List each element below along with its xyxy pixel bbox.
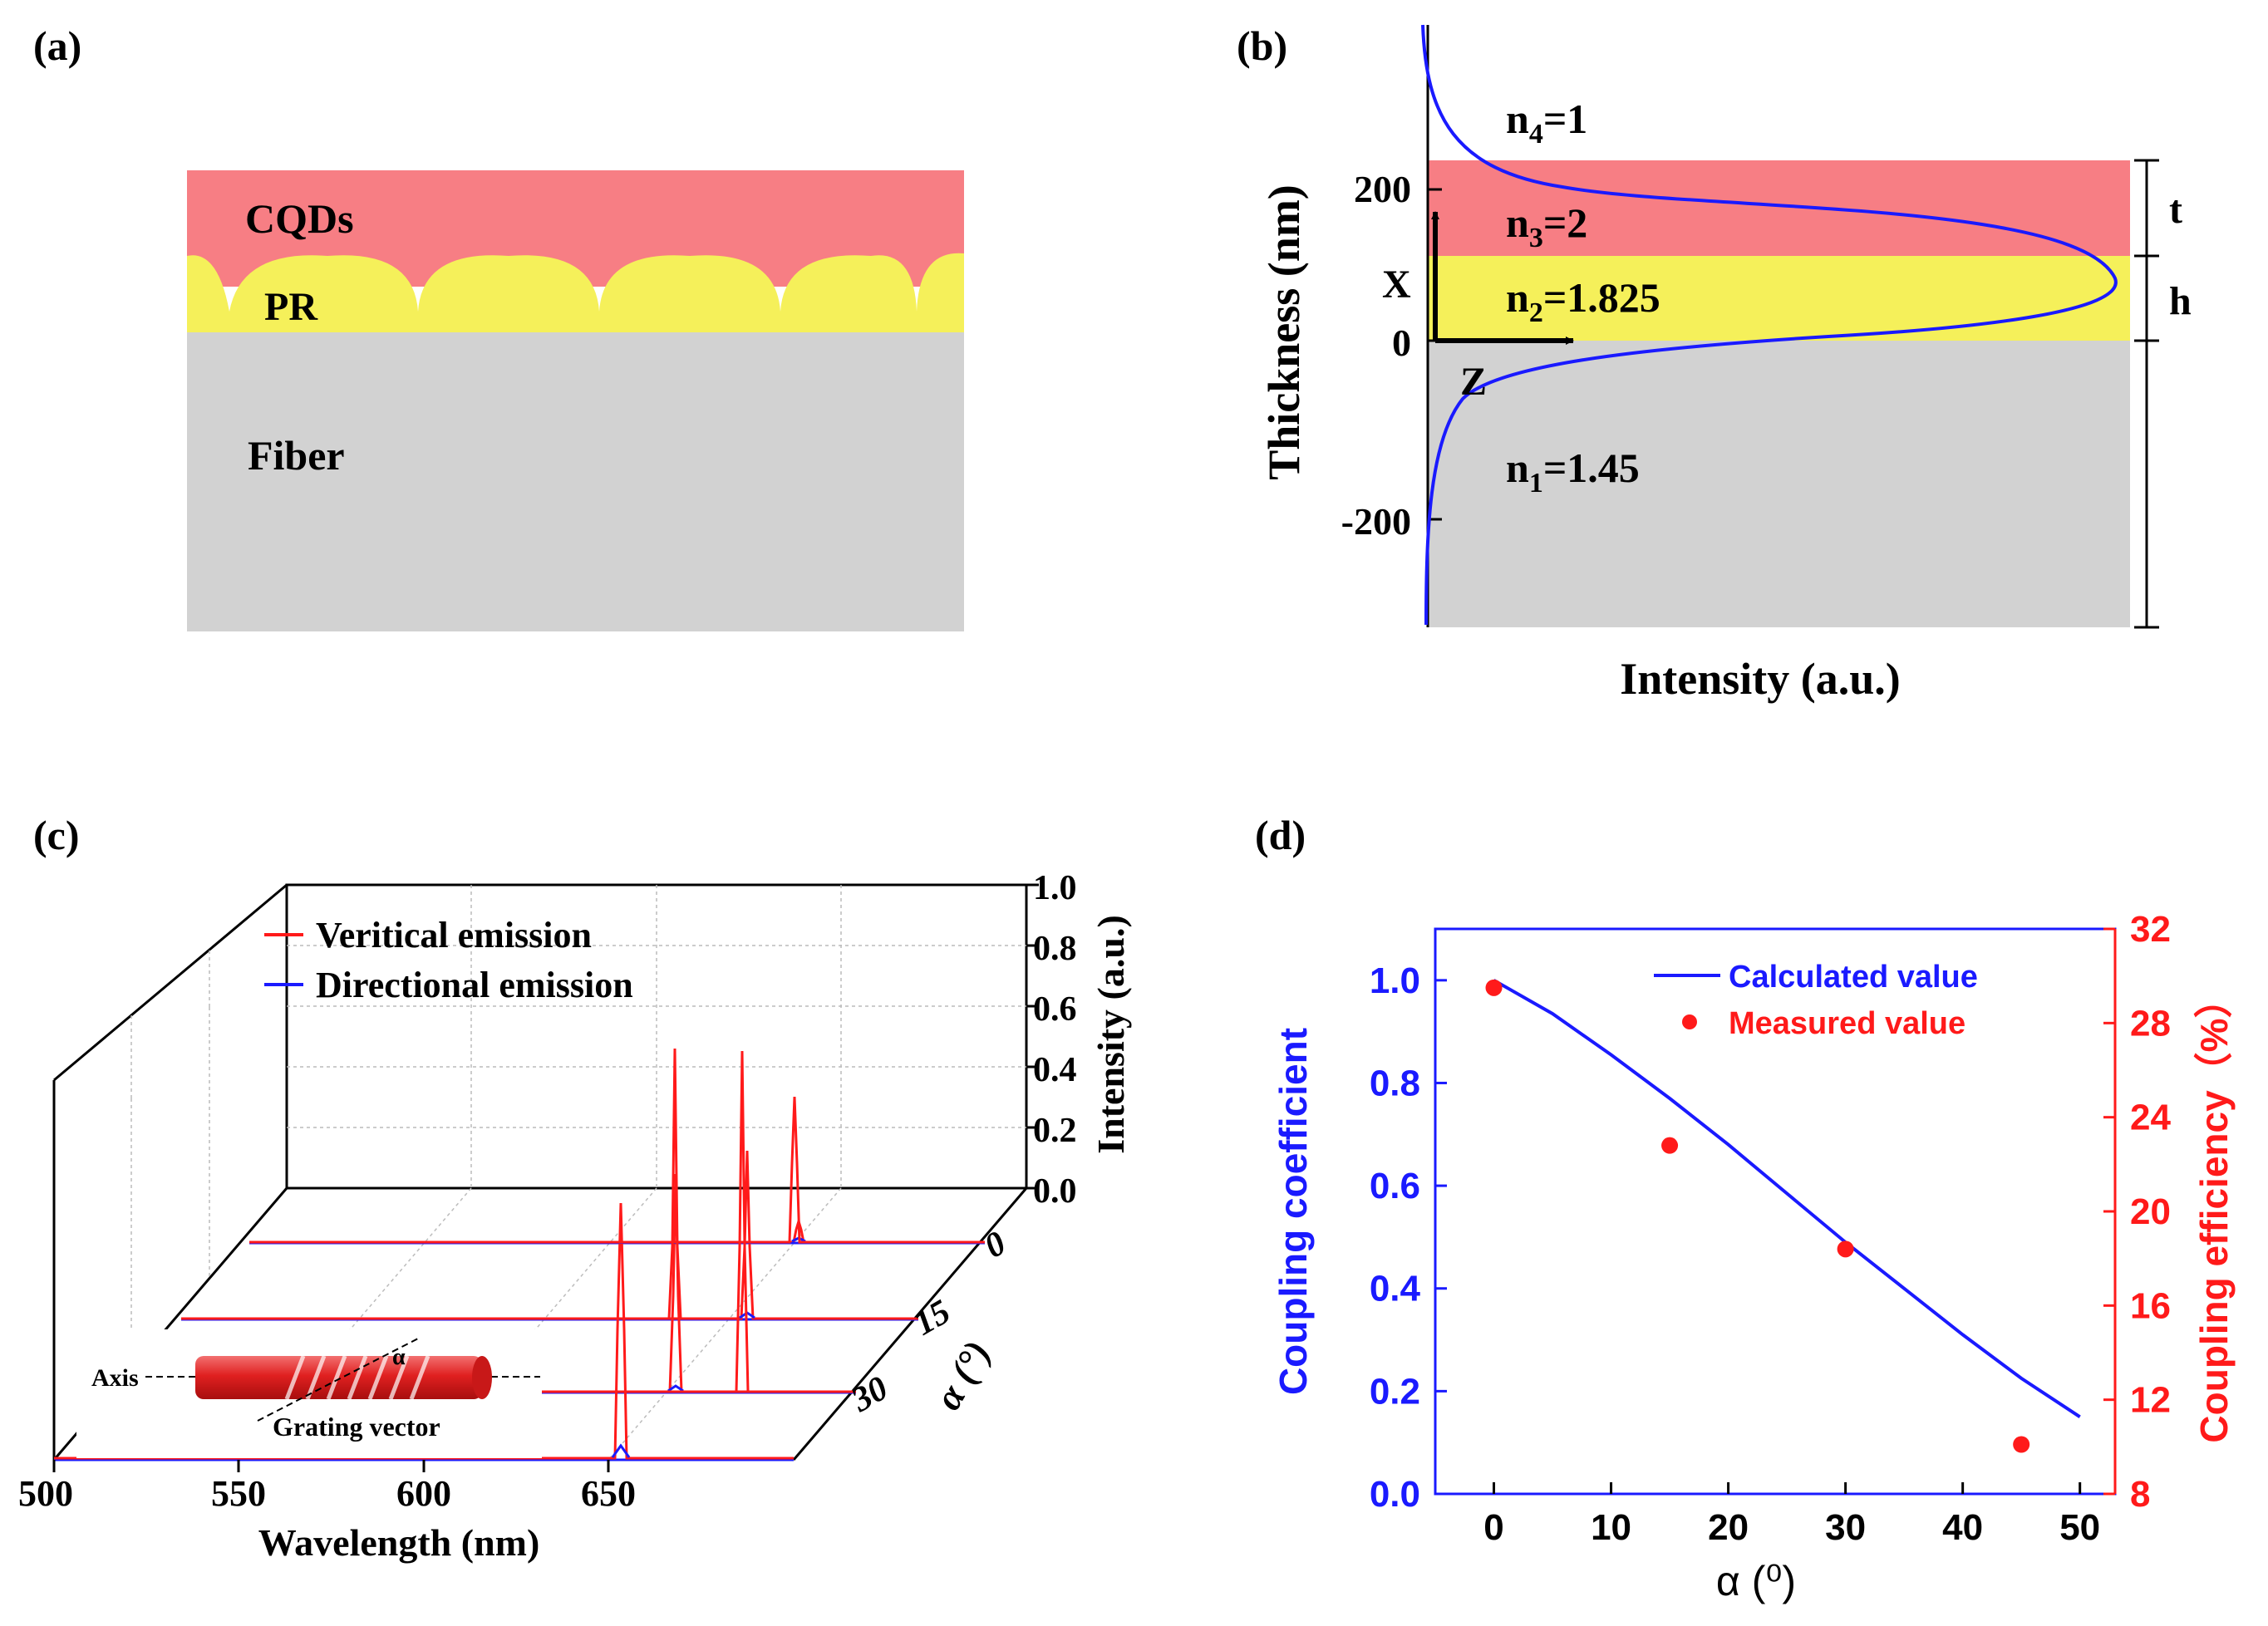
y2-tick-label-d: 20 bbox=[2130, 1191, 2171, 1232]
axis-label-z: Z bbox=[1460, 360, 1487, 404]
y-tick-label-d: 1.0 bbox=[1370, 960, 1420, 1001]
dim-label-t: t bbox=[2169, 188, 2182, 232]
y-tick-label-c: 0 bbox=[978, 1224, 1012, 1265]
tick-label-200: 200 bbox=[1354, 168, 1411, 210]
legend-c: Veritical emission Directional emission bbox=[264, 915, 633, 1005]
panel-d: (d) 0 10 20 30 40 50 0.0 0.2 0.4 0.6 0.8 1.0 8 12 16… bbox=[1255, 812, 2236, 1604]
y-tick-label-d: 0.0 bbox=[1370, 1474, 1420, 1515]
spectrum-row-1 bbox=[249, 1216, 985, 1245]
y-ticks-right-d: 8 12 16 20 24 28 32 bbox=[2103, 909, 2171, 1515]
y-tick-label-c: 15 bbox=[908, 1293, 957, 1344]
panel-a: (a) CQDs PR Fiber bbox=[33, 22, 964, 631]
dimension-bars bbox=[2134, 159, 2159, 629]
y2-axis-label-d: Coupling efficiency（%） bbox=[2192, 980, 2236, 1442]
legend-marker-measured bbox=[1682, 1014, 1697, 1029]
layer-label-pr: PR bbox=[264, 285, 318, 329]
inset-fiber: Axis α Grating vector bbox=[76, 1329, 542, 1458]
y-axis-label-d: Coupling coefficient bbox=[1272, 1028, 1315, 1395]
y-tick-label-d: 0.6 bbox=[1370, 1166, 1420, 1206]
inset-alpha-label: α bbox=[392, 1344, 406, 1370]
panel-c: (c) Veritical e bbox=[18, 812, 1132, 1564]
grid-lines bbox=[130, 885, 1026, 1461]
y2-tick-label-d: 32 bbox=[2130, 909, 2171, 950]
x-tick-label-d: 50 bbox=[2059, 1507, 2100, 1548]
y2-tick-label-d: 28 bbox=[2130, 1003, 2171, 1044]
inset-axis-label: Axis bbox=[91, 1364, 139, 1392]
spectrum-row-5 bbox=[249, 1096, 985, 1244]
z-tick-label: 0.2 bbox=[1033, 1112, 1077, 1150]
panel-label-a: (a) bbox=[33, 22, 81, 69]
y-tick-label-c: 30 bbox=[844, 1369, 894, 1420]
z-ticks bbox=[1026, 883, 1039, 1190]
z-tick-label: 0.6 bbox=[1033, 990, 1077, 1029]
legend-d: Calculated value Measured value bbox=[1654, 960, 1978, 1041]
index-n1: n1=1.45 bbox=[1506, 445, 1640, 499]
calculated-value-line bbox=[1493, 979, 2081, 1418]
z-tick-label: 1.0 bbox=[1033, 869, 1077, 907]
layer-label-fiber: Fiber bbox=[248, 432, 345, 479]
x-tick-label-d: 10 bbox=[1591, 1507, 1631, 1548]
x-tick-label-c: 550 bbox=[211, 1473, 266, 1514]
y-tick-label-d: 0.2 bbox=[1370, 1371, 1420, 1412]
z-tick-label: 0.4 bbox=[1033, 1051, 1077, 1089]
measured-point bbox=[2013, 1436, 2030, 1453]
x-axis-label-d: α (⁰) bbox=[1716, 1558, 1796, 1604]
index-n4: n4=1 bbox=[1506, 96, 1587, 150]
z-tick-label: 0.8 bbox=[1033, 930, 1077, 968]
panel-label-c: (c) bbox=[33, 812, 80, 858]
tick-label-0: 0 bbox=[1392, 322, 1411, 364]
tick-label-m200: -200 bbox=[1341, 500, 1411, 543]
axis-label-x: X bbox=[1382, 263, 1411, 307]
z-tick-label: 0.0 bbox=[1033, 1172, 1077, 1211]
spectrum-row-6 bbox=[181, 1048, 682, 1320]
n2-layer bbox=[1428, 256, 2130, 341]
panel-b: (b) 200 0 -200 Thickness (nm) Intensity … bbox=[1237, 22, 2192, 704]
z-axis-label: Intensity (a.u.) bbox=[1090, 915, 1132, 1154]
measured-point bbox=[1485, 979, 1503, 996]
layer-label-cqds: CQDs bbox=[245, 195, 354, 242]
n3-layer bbox=[1428, 160, 2130, 256]
index-n3: n3=2 bbox=[1506, 199, 1587, 253]
x-ticks-d: 0 10 20 30 40 50 bbox=[1483, 1482, 2100, 1548]
dim-label-h: h bbox=[2169, 279, 2192, 323]
y-ticks-left-d: 0.0 0.2 0.4 0.6 0.8 1.0 bbox=[1370, 960, 1447, 1515]
fiber-layer bbox=[187, 328, 964, 631]
index-n2: n2=1.825 bbox=[1506, 274, 1660, 328]
x-tick-label-d: 30 bbox=[1825, 1507, 1866, 1548]
n1-layer bbox=[1428, 341, 2130, 627]
x-tick-label-d: 40 bbox=[1942, 1507, 1983, 1548]
x-ticks-c bbox=[52, 1460, 610, 1472]
y2-tick-label-d: 12 bbox=[2130, 1380, 2171, 1421]
x-tick-label-d: 0 bbox=[1483, 1507, 1503, 1548]
y2-tick-label-d: 16 bbox=[2130, 1285, 2171, 1326]
y-tick-label-d: 0.8 bbox=[1370, 1063, 1420, 1103]
inset-grating-label: Grating vector bbox=[273, 1412, 440, 1442]
legend-directional: Directional emission bbox=[316, 965, 633, 1005]
x-tick-label-c: 600 bbox=[396, 1473, 451, 1514]
x-axis-label-b: Intensity (a.u.) bbox=[1620, 654, 1901, 704]
panel-label-d: (d) bbox=[1255, 812, 1306, 858]
measured-points bbox=[1485, 979, 2030, 1453]
legend-calculated: Calculated value bbox=[1729, 960, 1978, 995]
legend-vertical: Veritical emission bbox=[316, 915, 592, 955]
measured-point bbox=[1837, 1240, 1854, 1258]
x-tick-label-c: 500 bbox=[18, 1473, 73, 1514]
mode-profile-curve bbox=[1421, 24, 2118, 626]
y-tick-label-d: 0.4 bbox=[1370, 1269, 1421, 1309]
y2-tick-label-d: 8 bbox=[2130, 1474, 2150, 1515]
spectrum-row-2 bbox=[181, 1150, 918, 1321]
x-tick-label-c: 650 bbox=[581, 1473, 636, 1514]
measured-point bbox=[1661, 1137, 1679, 1154]
spectrum-row-7 bbox=[532, 1050, 750, 1393]
x-axis-label-c: Wavelength (nm) bbox=[258, 1521, 540, 1564]
panel-label-b: (b) bbox=[1237, 22, 1287, 69]
legend-measured: Measured value bbox=[1729, 1006, 1965, 1041]
pr-layer bbox=[187, 253, 964, 332]
y2-tick-label-d: 24 bbox=[2130, 1098, 2171, 1138]
y-axis-label-c: α (°) bbox=[926, 1334, 998, 1417]
y-axis-label-b: Thickness (nm) bbox=[1259, 184, 1309, 480]
x-tick-label-d: 20 bbox=[1708, 1507, 1749, 1548]
